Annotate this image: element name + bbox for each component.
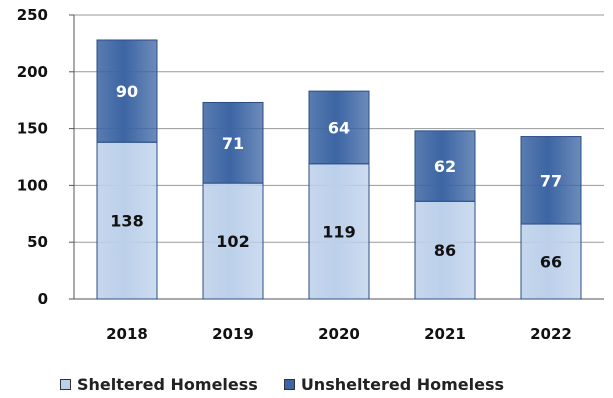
ytick-label-150: 150 bbox=[17, 120, 48, 138]
ytick-label-0: 0 bbox=[38, 290, 48, 308]
data-label-unsheltered-2019: 71 bbox=[222, 134, 244, 153]
xtick-label-2019: 2019 bbox=[212, 325, 254, 343]
bar-unsheltered-2020[interactable] bbox=[308, 90, 370, 165]
xtick-label-2022: 2022 bbox=[530, 325, 572, 343]
legend-item-sheltered[interactable]: Sheltered Homeless bbox=[60, 372, 258, 396]
ytick-label-250: 250 bbox=[17, 6, 48, 24]
xtick-label-2018: 2018 bbox=[106, 325, 148, 343]
xtick-label-2020: 2020 bbox=[318, 325, 360, 343]
bar-unsheltered-2022[interactable] bbox=[520, 136, 582, 225]
ytick-label-200: 200 bbox=[17, 63, 48, 81]
data-label-unsheltered-2022: 77 bbox=[540, 171, 562, 190]
data-label-unsheltered-2018: 90 bbox=[116, 82, 138, 101]
ytick-label-100: 100 bbox=[17, 176, 48, 194]
bar-sheltered-2020[interactable] bbox=[308, 163, 370, 300]
data-label-sheltered-2022: 66 bbox=[540, 253, 562, 272]
y-axis-ticks: 0 50 100 150 200 250 bbox=[17, 6, 74, 308]
legend-label-sheltered: Sheltered Homeless bbox=[77, 374, 258, 394]
data-labels: 138 90 102 71 119 64 86 62 66 77 bbox=[110, 82, 562, 271]
data-label-sheltered-2021: 86 bbox=[434, 241, 456, 260]
legend-item-unsheltered[interactable]: Unsheltered Homeless bbox=[283, 372, 504, 396]
data-label-sheltered-2019: 102 bbox=[216, 232, 249, 251]
ytick-label-50: 50 bbox=[27, 233, 48, 251]
legend-swatch-unsheltered bbox=[283, 378, 295, 390]
bar-sheltered-2021[interactable] bbox=[414, 200, 476, 300]
legend-swatch-sheltered bbox=[60, 378, 71, 390]
bar-unsheltered-2018[interactable] bbox=[96, 39, 158, 143]
bar-sheltered-2018[interactable] bbox=[96, 141, 158, 300]
bar-unsheltered-2019[interactable] bbox=[202, 101, 264, 184]
legend-label-unsheltered: Unsheltered Homeless bbox=[300, 374, 504, 394]
bar-sheltered-2022[interactable] bbox=[520, 223, 582, 300]
data-label-sheltered-2018: 138 bbox=[110, 212, 143, 231]
legend: Sheltered Homeless Unsheltered Homeless bbox=[60, 372, 600, 396]
bar-sheltered-2019[interactable] bbox=[202, 182, 264, 300]
bar-unsheltered-2021[interactable] bbox=[414, 130, 476, 202]
data-label-sheltered-2020: 119 bbox=[322, 222, 355, 241]
data-label-unsheltered-2020: 64 bbox=[328, 118, 350, 137]
data-label-unsheltered-2021: 62 bbox=[434, 157, 456, 176]
bars bbox=[96, 39, 582, 300]
x-axis-ticks: 2018 2019 2020 2021 2022 bbox=[106, 325, 572, 343]
xtick-label-2021: 2021 bbox=[424, 325, 466, 343]
